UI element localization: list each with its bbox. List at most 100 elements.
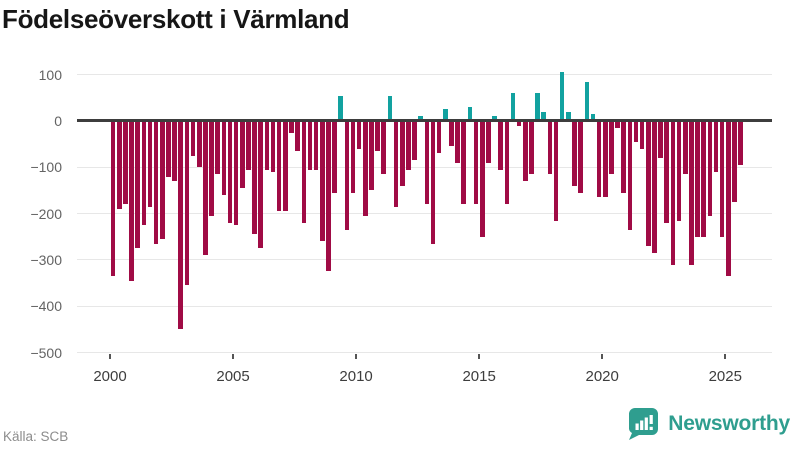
bar-2015-Q4 xyxy=(498,121,503,170)
x-axis-label: 2015 xyxy=(462,368,496,385)
bar-2019-Q1 xyxy=(578,121,583,193)
bar-2017-Q1 xyxy=(529,121,534,175)
bar-2023-Q2 xyxy=(682,121,688,175)
bar-2017-Q2 xyxy=(535,93,540,121)
bar-2013-Q2 xyxy=(436,121,442,154)
bar-2011-Q3 xyxy=(393,121,399,207)
bar-2001-Q4 xyxy=(153,121,159,244)
x-axis-label: 2010 xyxy=(339,368,373,385)
bar-2003-Q2 xyxy=(190,121,196,156)
bar-2016-Q3 xyxy=(516,121,522,126)
bar-2010-Q4 xyxy=(375,121,380,152)
bar-2006-Q4 xyxy=(276,121,282,212)
bar-2003-Q4 xyxy=(203,121,208,256)
gridline xyxy=(77,259,772,261)
bar-2024-Q4 xyxy=(719,121,725,237)
bar-2006-Q2 xyxy=(264,121,270,170)
bar-2018-Q3 xyxy=(566,111,571,121)
bar-2010-Q2 xyxy=(363,121,368,216)
zero-axis-line xyxy=(77,119,772,122)
bar-2004-Q1 xyxy=(209,121,214,216)
bar-2008-Q2 xyxy=(313,121,319,170)
bar-2008-Q1 xyxy=(307,121,313,170)
bar-2012-Q2 xyxy=(412,121,417,161)
bar-2000-Q2 xyxy=(116,121,122,209)
bar-2017-Q3 xyxy=(541,111,547,121)
bar-2002-Q4 xyxy=(178,121,184,330)
bar-2021-Q2 xyxy=(633,121,639,142)
y-axis-label: −500 xyxy=(30,344,62,361)
bar-2021-Q1 xyxy=(627,121,633,230)
bar-2012-Q3 xyxy=(418,116,423,121)
bar-2020-Q2 xyxy=(609,121,614,175)
source-note: Källa: SCB xyxy=(3,429,69,444)
bar-2016-Q4 xyxy=(522,121,528,182)
x-axis-tick xyxy=(601,354,604,359)
x-axis-label: 2000 xyxy=(93,368,127,385)
bar-2023-Q1 xyxy=(676,121,682,221)
x-axis-label: 2005 xyxy=(216,368,250,385)
bar-2022-Q1 xyxy=(652,121,657,253)
bar-2009-Q4 xyxy=(350,121,356,193)
bar-2015-Q3 xyxy=(492,116,497,121)
bar-2014-Q4 xyxy=(473,121,479,205)
bar-2021-Q3 xyxy=(639,121,645,149)
bar-2025-Q3 xyxy=(738,121,743,165)
bar-2002-Q1 xyxy=(160,121,165,240)
bar-2011-Q1 xyxy=(381,121,387,175)
bar-2017-Q4 xyxy=(547,121,553,175)
bar-2024-Q3 xyxy=(713,121,719,172)
bar-2009-Q1 xyxy=(332,121,337,193)
y-axis-label: 0 xyxy=(54,113,62,129)
bar-2008-Q3 xyxy=(319,121,325,242)
gridline xyxy=(77,213,772,215)
bar-2012-Q1 xyxy=(406,121,411,170)
bar-2003-Q3 xyxy=(196,121,202,168)
bar-2013-Q3 xyxy=(443,109,448,121)
bar-2004-Q3 xyxy=(221,121,227,196)
y-axis-label: −100 xyxy=(30,159,62,176)
bar-2001-Q2 xyxy=(141,121,147,226)
bar-2025-Q1 xyxy=(726,121,731,277)
bar-2024-Q2 xyxy=(707,121,713,216)
bar-2000-Q4 xyxy=(129,121,134,281)
y-axis-label: −400 xyxy=(30,298,62,315)
x-axis-label: 2020 xyxy=(585,368,619,385)
bar-2004-Q2 xyxy=(215,121,220,175)
bar-2014-Q1 xyxy=(455,121,460,163)
bar-2000-Q1 xyxy=(110,121,116,277)
y-axis-label: −200 xyxy=(30,205,62,222)
bar-2018-Q2 xyxy=(559,72,565,121)
gridline xyxy=(77,74,772,76)
newsworthy-logo: Newsworthy xyxy=(628,407,790,440)
bar-2007-Q4 xyxy=(301,121,307,223)
bar-2005-Q3 xyxy=(246,121,251,170)
bar-2019-Q4 xyxy=(596,121,602,198)
bar-2003-Q1 xyxy=(184,121,190,286)
chart-title: Födelseöverskott i Värmland xyxy=(2,4,350,34)
x-axis-label: 2025 xyxy=(708,368,742,385)
bar-2010-Q1 xyxy=(356,121,362,149)
bar-2010-Q3 xyxy=(369,121,374,191)
bar-2002-Q2 xyxy=(166,121,171,177)
bar-2015-Q2 xyxy=(486,121,491,163)
bar-2001-Q1 xyxy=(135,121,140,249)
bar-2020-Q3 xyxy=(615,121,620,128)
bar-2019-Q2 xyxy=(584,81,590,121)
bar-2020-Q4 xyxy=(621,121,626,193)
bar-2002-Q3 xyxy=(172,121,177,182)
newsworthy-wordmark: Newsworthy xyxy=(668,411,790,435)
bar-2006-Q1 xyxy=(258,121,264,249)
gridline xyxy=(77,166,772,168)
bar-2009-Q2 xyxy=(338,95,344,121)
bar-2011-Q4 xyxy=(399,121,405,186)
bar-2007-Q1 xyxy=(283,121,288,212)
gridline xyxy=(77,352,772,353)
bar-2022-Q3 xyxy=(664,121,670,223)
bar-2016-Q1 xyxy=(504,121,510,205)
bar-2005-Q4 xyxy=(252,121,257,235)
x-axis-tick xyxy=(478,354,481,359)
bar-2023-Q3 xyxy=(689,121,694,265)
bar-2022-Q2 xyxy=(658,121,663,159)
